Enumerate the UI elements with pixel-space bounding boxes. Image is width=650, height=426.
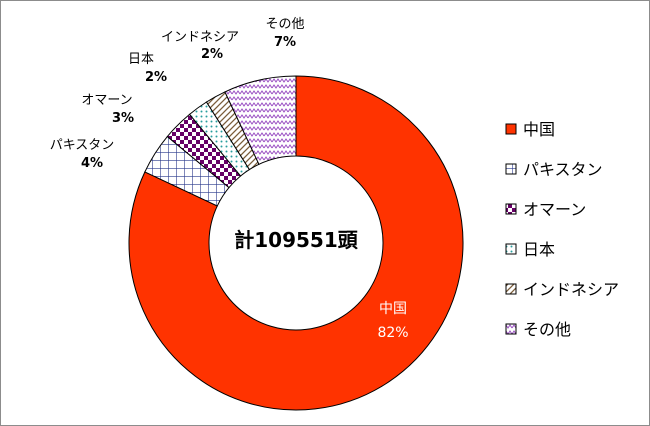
slice-china [128, 75, 464, 411]
legend-label-other: その他 [523, 320, 571, 339]
label-value-china: 82% [377, 325, 408, 341]
legend-label-pakistan: パキスタン [523, 160, 603, 179]
label-name-japan: 日本 [128, 52, 154, 67]
total-label: 計109551頭 [234, 228, 358, 252]
legend-label-indonesia: インドネシア [523, 280, 619, 299]
label-value-oman: 3% [112, 111, 134, 126]
legend-swatch-oman [505, 203, 517, 215]
label-value-other: 7% [274, 35, 296, 50]
slice-other [224, 75, 297, 165]
legend-swatch-indonesia [505, 283, 517, 295]
label-name-indonesia: インドネシア [161, 30, 239, 45]
label-value-indonesia: 2% [201, 47, 223, 62]
legend-label-china: 中国 [523, 120, 555, 139]
label-value-japan: 2% [145, 70, 167, 85]
legend-swatch-china [505, 123, 517, 135]
label-name-oman: オマーン [81, 93, 132, 108]
legend-swatch-pakistan [505, 163, 517, 175]
legend-label-japan: 日本 [523, 240, 555, 259]
legend-swatch-japan [505, 243, 517, 255]
label-value-pakistan: 4% [81, 156, 103, 171]
legend-label-oman: オマーン [523, 200, 586, 219]
label-name-other: その他 [265, 17, 304, 32]
legend-swatch-other [505, 323, 517, 335]
label-name-china: 中国 [379, 301, 407, 317]
label-name-pakistan: パキスタン [50, 138, 115, 153]
